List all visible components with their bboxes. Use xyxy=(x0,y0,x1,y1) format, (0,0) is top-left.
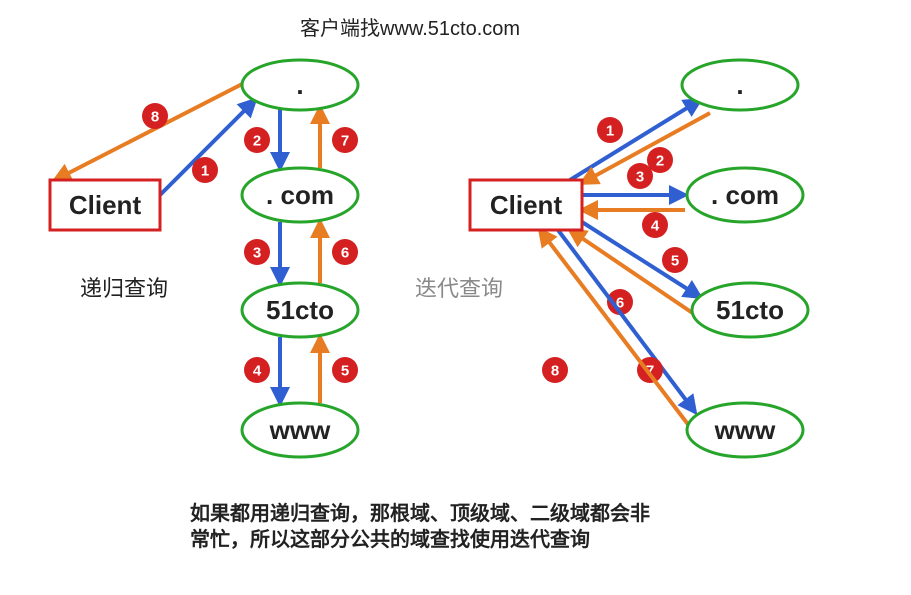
step-badge-label-7: 7 xyxy=(341,133,349,150)
step-badge-label-1: 1 xyxy=(606,123,614,140)
dns-node-label-root: . xyxy=(296,70,303,100)
step-badge-label-4: 4 xyxy=(651,218,660,235)
step-badge-label-4: 4 xyxy=(253,363,262,380)
step-badge-label-1: 1 xyxy=(201,163,209,180)
step-badge-label-3: 3 xyxy=(636,169,644,186)
dns-node-label-51cto: 51cto xyxy=(266,295,334,325)
dns-node-label-com: . com xyxy=(711,180,779,210)
title-text: 客户端找www.51cto.com xyxy=(300,17,520,40)
step-badge-label-2: 2 xyxy=(253,133,261,150)
client-label: Client xyxy=(69,190,142,220)
step-badge-label-6: 6 xyxy=(341,245,349,262)
step-badge-label-8: 8 xyxy=(151,109,159,126)
dns-node-label-root: . xyxy=(736,70,743,100)
step-badge-label-8: 8 xyxy=(551,363,559,380)
dns-node-label-www: www xyxy=(269,415,331,445)
step-badge-label-2: 2 xyxy=(656,153,664,170)
dns-node-label-51cto: 51cto xyxy=(716,295,784,325)
footnote-line-0: 如果都用递归查询，那根域、顶级域、二级域都会非 xyxy=(190,501,650,525)
caption-text: 迭代查询 xyxy=(415,276,503,301)
arrow-step-8 xyxy=(55,80,250,180)
client-label: Client xyxy=(490,190,563,220)
step-badge-label-5: 5 xyxy=(341,363,349,380)
step-badge-label-3: 3 xyxy=(253,245,261,262)
dns-query-diagram: 客户端找www.51cto.com12345678.. com51ctowwwC… xyxy=(0,0,911,595)
caption-text: 递归查询 xyxy=(80,276,168,301)
step-badge-label-5: 5 xyxy=(671,253,679,270)
dns-node-label-com: . com xyxy=(266,180,334,210)
dns-node-label-www: www xyxy=(714,415,776,445)
footnote-line-1: 常忙，所以这部分公共的域查找使用迭代查询 xyxy=(190,527,590,551)
